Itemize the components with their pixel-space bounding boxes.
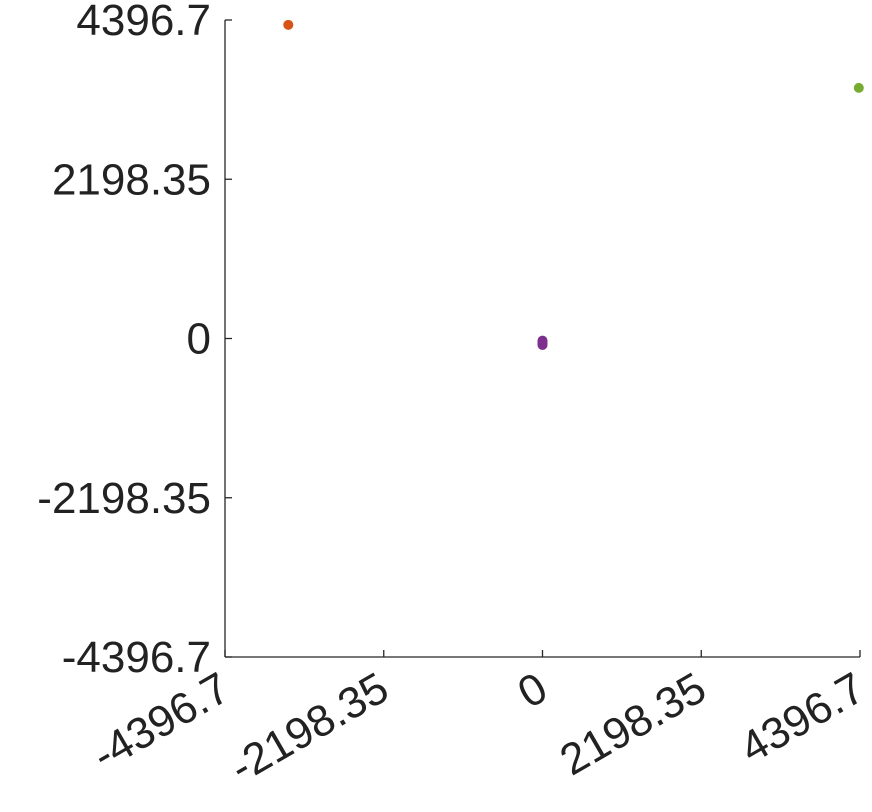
y-tick-label: 2198.35 <box>52 155 211 204</box>
y-tick-label: 0 <box>187 315 211 364</box>
data-points <box>283 19 864 351</box>
x-tick-label: 0 <box>510 663 556 718</box>
scatter-point <box>283 19 294 30</box>
y-ticks: -4396.7 -2198.35 0 2198.35 4396.7 <box>37 0 232 682</box>
x-tick-label: 2198.35 <box>552 663 714 785</box>
x-tick-label: -2198.35 <box>222 663 397 792</box>
x-tick-label: 4396.7 <box>732 663 872 773</box>
scatter-point <box>853 82 864 93</box>
scatter-point <box>537 340 548 351</box>
y-tick-label: -2198.35 <box>37 474 211 523</box>
y-tick-label: 4396.7 <box>76 0 211 45</box>
y-tick-label: -4396.7 <box>62 633 211 682</box>
